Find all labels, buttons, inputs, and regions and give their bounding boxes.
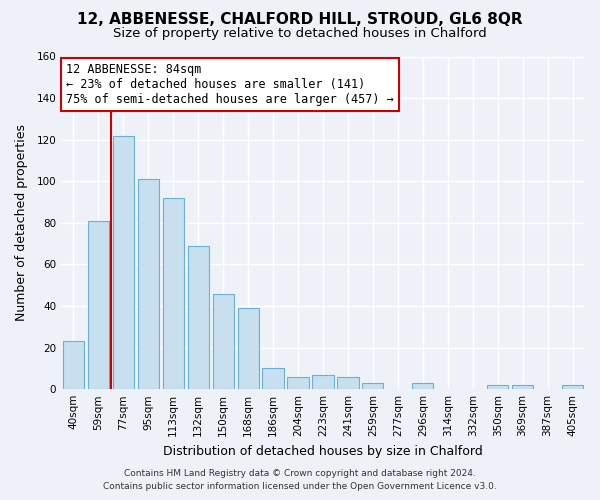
Bar xyxy=(88,221,109,389)
Bar xyxy=(313,374,334,389)
Bar xyxy=(262,368,284,389)
Bar xyxy=(412,383,433,389)
Bar xyxy=(113,136,134,389)
Bar xyxy=(487,385,508,389)
Text: Contains HM Land Registry data © Crown copyright and database right 2024.
Contai: Contains HM Land Registry data © Crown c… xyxy=(103,470,497,491)
Bar xyxy=(188,246,209,389)
Text: 12, ABBENESSE, CHALFORD HILL, STROUD, GL6 8QR: 12, ABBENESSE, CHALFORD HILL, STROUD, GL… xyxy=(77,12,523,28)
X-axis label: Distribution of detached houses by size in Chalford: Distribution of detached houses by size … xyxy=(163,444,483,458)
Bar xyxy=(287,376,308,389)
Bar xyxy=(137,179,159,389)
Y-axis label: Number of detached properties: Number of detached properties xyxy=(15,124,28,322)
Text: 12 ABBENESSE: 84sqm
← 23% of detached houses are smaller (141)
75% of semi-detac: 12 ABBENESSE: 84sqm ← 23% of detached ho… xyxy=(66,63,394,106)
Bar xyxy=(238,308,259,389)
Bar xyxy=(512,385,533,389)
Bar xyxy=(163,198,184,389)
Bar xyxy=(63,342,84,389)
Text: Size of property relative to detached houses in Chalford: Size of property relative to detached ho… xyxy=(113,28,487,40)
Bar xyxy=(337,376,359,389)
Bar xyxy=(362,383,383,389)
Bar xyxy=(562,385,583,389)
Bar xyxy=(212,294,234,389)
